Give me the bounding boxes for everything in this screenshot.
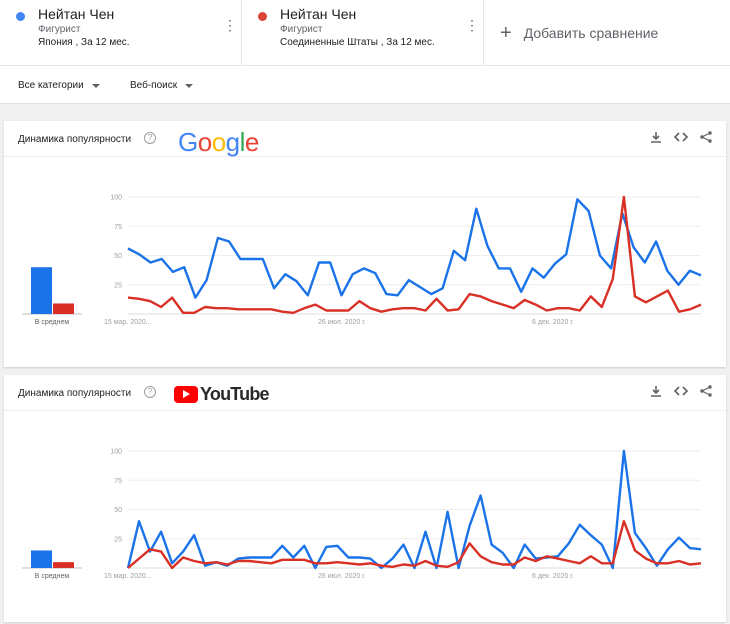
search-term-name[interactable]: Нейтан Чен <box>38 6 115 22</box>
search-term-name[interactable]: Нейтан Чен <box>280 6 357 22</box>
google-logo: Google <box>178 127 259 157</box>
average-bar-2 <box>53 303 74 314</box>
average-bar-2 <box>53 562 74 568</box>
y-tick-label: 50 <box>114 253 122 260</box>
share-icon[interactable] <box>698 131 714 147</box>
share-icon[interactable] <box>698 385 714 401</box>
youtube-logo: YouTube <box>174 384 270 405</box>
average-label: В среднем <box>35 573 70 580</box>
average-label: В среднем <box>35 319 70 326</box>
series-line-2 <box>127 195 702 315</box>
help-circle-icon[interactable]: ? <box>144 132 156 144</box>
x-tick-label: 15 мар. 2020... <box>104 319 152 326</box>
interest-chart-google: 100 75 50 25 15 мар. 2020... 26 июл. 2020 г. 6… <box>22 195 702 326</box>
y-tick-label: 25 <box>114 282 122 289</box>
filter-bar: Все категории Веб-поиск <box>0 66 730 104</box>
x-tick-label: 26 июл. 2020 г. <box>318 573 366 580</box>
x-tick-label: 15 мар. 2020... <box>104 573 152 580</box>
series-line-2 <box>127 519 702 570</box>
search-type-dropdown-label: Веб-поиск <box>130 80 178 91</box>
dropdown-caret-icon <box>91 83 100 88</box>
search-term-region[interactable]: Соединенные Штаты , За 12 мес. <box>280 37 435 48</box>
x-tick-label: 6 дек. 2020 г. <box>532 573 574 580</box>
y-tick-label: 75 <box>114 478 122 485</box>
more-vert-icon[interactable]: ⋮ <box>223 17 237 33</box>
search-term-category: Фигурист <box>38 24 81 35</box>
search-type-dropdown[interactable]: Веб-поиск <box>130 80 194 91</box>
category-dropdown-label: Все категории <box>18 80 84 91</box>
x-tick-label: 26 июл. 2020 г. <box>318 319 366 326</box>
average-bar-1 <box>31 550 52 568</box>
category-dropdown[interactable]: Все категории <box>18 80 100 91</box>
interest-chart-youtube: 100 75 50 25 15 мар. 2020... 26 июл. 2020 г. 6… <box>22 449 702 580</box>
download-icon[interactable] <box>648 385 664 401</box>
dropdown-caret-icon <box>185 83 194 88</box>
y-tick-label: 25 <box>114 536 122 543</box>
add-comparison-button[interactable]: + Добавить сравнение <box>484 0 730 66</box>
series-color-dot <box>16 12 25 21</box>
search-term-category: Фигурист <box>280 24 323 35</box>
average-bar-1 <box>31 267 52 314</box>
series-color-dot <box>258 12 267 21</box>
youtube-play-icon <box>174 386 198 403</box>
interest-over-time-panel-google: Динамика популярности ? Google 100 75 50 25… <box>4 121 726 367</box>
comparison-bar: Нейтан Чен Фигурист Япония , За 12 мес. … <box>0 0 730 66</box>
y-tick-label: 50 <box>114 507 122 514</box>
y-tick-label: 75 <box>114 224 122 231</box>
search-term-card-2[interactable]: Нейтан Чен Фигурист Соединенные Штаты , … <box>242 0 484 66</box>
panel-title: Динамика популярности <box>18 134 132 145</box>
add-comparison-label: Добавить сравнение <box>523 25 659 41</box>
search-term-card-1[interactable]: Нейтан Чен Фигурист Япония , За 12 мес. … <box>0 0 242 66</box>
interest-over-time-panel-youtube: Динамика популярности ? YouTube 100 75 50 2… <box>4 375 726 622</box>
help-circle-icon[interactable]: ? <box>144 386 156 398</box>
panel-header: Динамика популярности ? YouTube <box>4 375 726 411</box>
y-tick-label: 100 <box>110 195 122 202</box>
download-icon[interactable] <box>648 131 664 147</box>
series-line-1 <box>127 198 702 299</box>
panel-header: Динамика популярности ? Google <box>4 121 726 157</box>
plus-icon: + <box>500 21 512 44</box>
y-tick-label: 100 <box>110 449 122 456</box>
youtube-wordmark: YouTube <box>200 384 270 404</box>
more-vert-icon[interactable]: ⋮ <box>465 17 479 33</box>
panel-title: Динамика популярности <box>18 388 132 399</box>
x-tick-label: 6 дек. 2020 г. <box>532 319 574 326</box>
embed-code-icon[interactable] <box>673 131 689 147</box>
embed-code-icon[interactable] <box>673 385 689 401</box>
search-term-region[interactable]: Япония , За 12 мес. <box>38 37 130 48</box>
